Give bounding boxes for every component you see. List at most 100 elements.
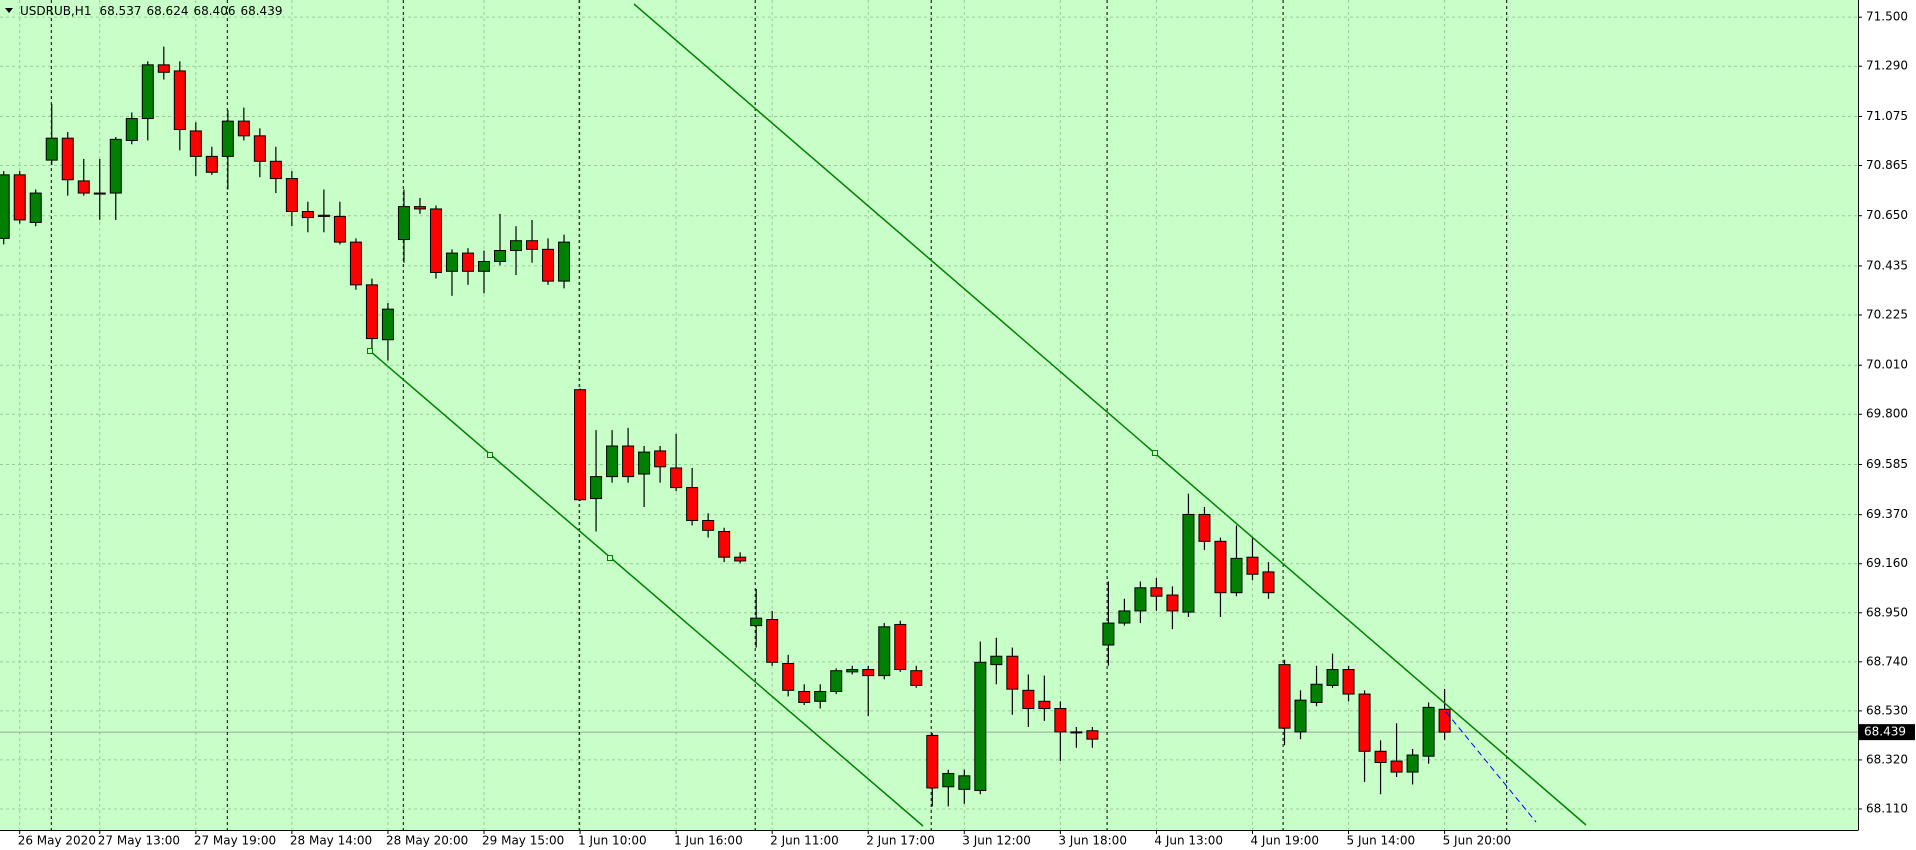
x-tick-label: 2 Jun 17:00 — [866, 834, 935, 848]
candle-body — [686, 487, 699, 522]
candle-body — [1214, 540, 1227, 594]
candle-body — [542, 248, 555, 282]
anchor-point — [607, 555, 613, 561]
candle-body — [333, 215, 346, 243]
candle-body — [77, 180, 90, 194]
candle-body — [1422, 706, 1435, 757]
candle-body — [638, 451, 651, 475]
candle-body — [1054, 708, 1067, 733]
y-tick-label: 71.075 — [1866, 109, 1908, 123]
candle-body — [798, 690, 811, 703]
candle-body — [1102, 622, 1115, 646]
trend-channel — [367, 3, 1587, 827]
candle-body — [413, 206, 426, 210]
price-label: 68.439 — [1864, 725, 1906, 739]
candle-body — [910, 670, 923, 686]
y-tick-label: 69.370 — [1866, 507, 1908, 521]
price-label-box — [1859, 724, 1915, 741]
candle-body — [894, 623, 907, 671]
candle-body — [365, 284, 378, 340]
candle-body — [285, 178, 298, 213]
candle-body — [670, 467, 683, 489]
candle-body — [702, 520, 715, 531]
candle-body — [1390, 760, 1403, 773]
candle-body — [93, 192, 106, 195]
candle-body — [173, 70, 186, 131]
x-tick-label: 4 Jun 13:00 — [1154, 834, 1223, 848]
axes: 71.500 71.290 71.075 70.865 70.650 70.435 70.2… — [18, 10, 1915, 848]
collapse-icon[interactable] — [5, 8, 13, 13]
candle-body — [926, 734, 939, 789]
x-tick-label: 5 Jun 20:00 — [1443, 834, 1512, 848]
x-tick-label: 1 Jun 16:00 — [674, 834, 743, 848]
header-close: 68.439 — [240, 4, 282, 18]
candle-body — [622, 445, 635, 478]
candle-body — [766, 619, 779, 663]
candle-body — [942, 772, 955, 788]
candle-body — [1246, 556, 1259, 575]
candle-body — [253, 135, 266, 162]
header-low: 68.406 — [193, 4, 235, 18]
candle-body — [205, 155, 218, 173]
candle-body — [189, 130, 202, 157]
y-tick-label: 71.290 — [1866, 59, 1908, 73]
candle-body — [13, 174, 26, 221]
time-axis-area — [0, 830, 1916, 850]
candle-body — [461, 252, 474, 272]
candle-body — [734, 556, 747, 562]
plot-background — [0, 0, 1858, 830]
x-tick-label: 29 May 15:00 — [482, 834, 564, 848]
x-tick-label: 4 Jun 19:00 — [1250, 834, 1319, 848]
y-tick-label: 69.585 — [1866, 457, 1908, 471]
candle-body — [45, 137, 58, 161]
anchor-point — [367, 348, 373, 354]
y-tick-label: 68.950 — [1866, 605, 1908, 619]
candle-body — [1166, 594, 1179, 612]
x-tick-label: 1 Jun 10:00 — [578, 834, 647, 848]
candle-body — [381, 308, 394, 341]
candle-body — [109, 138, 122, 194]
y-tick-label: 70.435 — [1866, 258, 1908, 272]
candle-body — [1406, 754, 1419, 773]
candle-body — [782, 662, 795, 691]
projection-line — [1445, 711, 1537, 823]
y-tick-label: 70.865 — [1866, 158, 1908, 172]
candle-body — [221, 120, 234, 157]
candle-body — [494, 250, 507, 262]
candle-body — [0, 174, 10, 239]
candle-body — [1342, 669, 1355, 695]
candle-body — [750, 617, 763, 627]
candle-body — [429, 208, 442, 273]
candle-body — [1438, 708, 1451, 733]
candle-body — [590, 476, 603, 500]
candle-body — [1294, 699, 1307, 733]
header-open: 68.537 — [99, 4, 141, 18]
candle-body — [718, 530, 731, 558]
candle-body — [1278, 664, 1291, 729]
candle-body — [862, 669, 875, 677]
candle-body — [1326, 669, 1339, 686]
anchor-point — [1152, 450, 1158, 456]
candle-body — [1134, 587, 1147, 612]
candle-body — [958, 775, 971, 790]
candle-body — [1358, 693, 1371, 752]
candle-body — [1038, 700, 1051, 710]
candle-body — [510, 240, 523, 252]
candle-body — [526, 240, 539, 250]
candle-body — [269, 160, 282, 180]
x-tick-label: 3 Jun 18:00 — [1058, 834, 1127, 848]
y-tick-label: 68.320 — [1866, 752, 1908, 766]
y-tick-label: 68.740 — [1866, 654, 1908, 668]
candle-body — [814, 690, 827, 702]
header-high: 68.624 — [146, 4, 188, 18]
x-tick-label: 26 May 2020 — [18, 834, 96, 848]
x-tick-label: 27 May 13:00 — [98, 834, 180, 848]
symbol: USDRUB,H1 — [20, 4, 91, 18]
y-tick-label: 70.010 — [1866, 358, 1908, 372]
x-tick-label: 2 Jun 11:00 — [770, 834, 839, 848]
candle-body — [61, 137, 74, 181]
y-tick-label: 69.800 — [1866, 407, 1908, 421]
x-tick-label: 3 Jun 12:00 — [962, 834, 1031, 848]
candle-body — [317, 214, 330, 217]
